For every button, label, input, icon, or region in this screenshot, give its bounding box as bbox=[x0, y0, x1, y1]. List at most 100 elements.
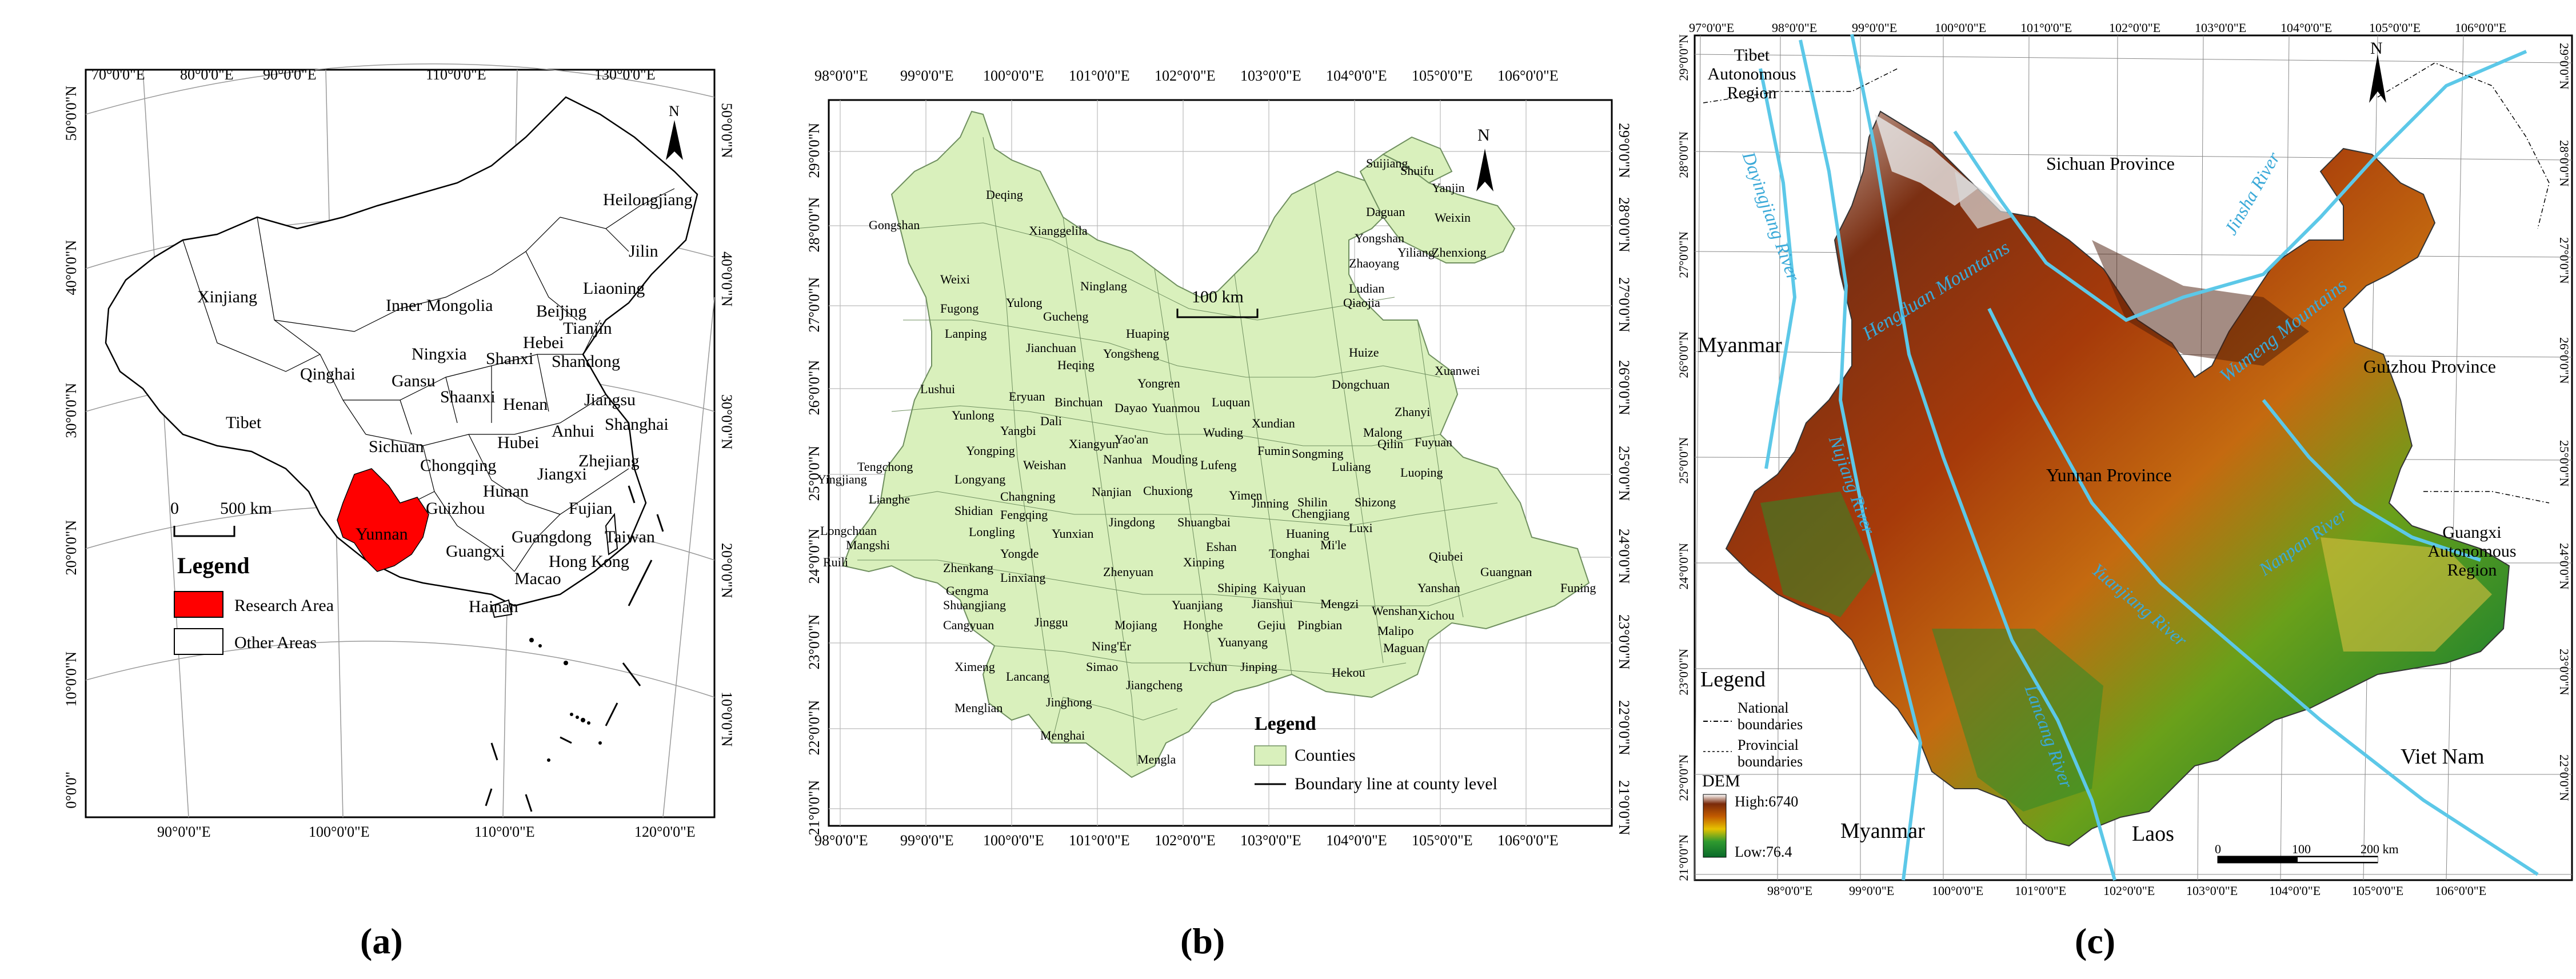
c-left-lat-5: 25°0'0"N bbox=[1676, 437, 1691, 484]
province-label: Xinjiang bbox=[197, 287, 257, 306]
county-label: Heqing bbox=[1057, 358, 1095, 372]
c-right-lat-3: 27°0'0"N bbox=[2557, 237, 2571, 284]
province-label: Ningxia bbox=[412, 345, 467, 363]
province-label: Macao bbox=[514, 569, 561, 588]
legend-other-swatch bbox=[174, 628, 223, 655]
county-label: Simao bbox=[1086, 660, 1119, 674]
county-label: Jianshui bbox=[1252, 597, 1293, 611]
c-bottom-lon-6: 102°0'0"E bbox=[2103, 884, 2155, 898]
b-left-lat-8: 22°0'0"N bbox=[806, 700, 822, 756]
county-label: Cangyuan bbox=[943, 618, 995, 632]
county-label: Songming bbox=[1292, 446, 1344, 461]
county-label: Dongchuan bbox=[1332, 377, 1390, 391]
region-guizhou: Guizhou Province bbox=[2363, 356, 2496, 377]
county-label: Jinning bbox=[1252, 496, 1289, 510]
river-nujiang bbox=[1799, 39, 1923, 881]
b-bottom-lon-5: 102°0'0"E bbox=[1155, 832, 1216, 849]
panel-b: 98°0'0"E 99°0'0"E 100°0'0"E 101°0'0"E 10… bbox=[743, 0, 1635, 979]
province-label: Henan bbox=[503, 395, 548, 414]
county-label: Fugong bbox=[940, 301, 979, 315]
b-bottom-lon-7: 104°0'0"E bbox=[1326, 832, 1387, 849]
county-label: Xiangyun bbox=[1069, 437, 1119, 451]
county-label: Shizong bbox=[1355, 495, 1396, 509]
county-label: Yongde bbox=[1000, 546, 1039, 561]
county-label: Longling bbox=[969, 525, 1015, 539]
county-label: Zhanyi bbox=[1395, 405, 1431, 419]
c-bottom-lon-5: 101°0'0"E bbox=[2015, 884, 2067, 898]
caption-b: (b) bbox=[1180, 921, 1225, 961]
province-label: Inner Mongolia bbox=[386, 296, 493, 315]
b-top-lon-3: 100°0'0"E bbox=[983, 67, 1044, 84]
c-top-lon-5: 101°0'0"E bbox=[2020, 21, 2072, 35]
scale-bar-a bbox=[173, 526, 235, 537]
county-label: Wenshan bbox=[1372, 604, 1418, 618]
county-label: Changning bbox=[1000, 489, 1056, 504]
b-top-lon-2: 99°0'0"E bbox=[900, 67, 954, 84]
c-left-lat-1: 29°0'0"N bbox=[1676, 34, 1691, 81]
legend-counties-label: Counties bbox=[1295, 746, 1356, 765]
county-label: Lufeng bbox=[1200, 458, 1237, 472]
county-label: Yongsheng bbox=[1103, 346, 1160, 361]
county-label: Lancang bbox=[1006, 669, 1049, 684]
c-top-lon-9: 105°0'0"E bbox=[2369, 21, 2421, 35]
b-left-lat-7: 23°0'0"N bbox=[806, 614, 822, 670]
north-arrow-a bbox=[666, 120, 683, 160]
a-top-lon-5: 130°0'0"E bbox=[594, 66, 656, 83]
c-left-lat-8: 22°0'0"N bbox=[1676, 754, 1691, 801]
province-label: Jilin bbox=[629, 242, 658, 261]
county-label: Mojiang bbox=[1115, 618, 1157, 632]
china-outline bbox=[105, 96, 698, 607]
county-label: Yunlong bbox=[952, 408, 995, 422]
province-label: Jiangxi bbox=[537, 465, 587, 483]
county-label: Kaiyuan bbox=[1263, 581, 1306, 595]
north-label-c: N bbox=[2370, 39, 2383, 58]
legend-title-b: Legend bbox=[1255, 713, 1316, 734]
county-label: Gucheng bbox=[1043, 309, 1089, 323]
province-label: Shandong bbox=[552, 352, 620, 371]
b-right-lat-2: 28°0'0"N bbox=[1616, 197, 1632, 253]
c-top-lon-2: 98°0'0"E bbox=[1772, 21, 1818, 35]
b-right-lat-9: 21°0'0"N bbox=[1616, 780, 1632, 836]
legend-provincial-label: Provincial boundaries bbox=[1738, 737, 1803, 770]
a-top-lon-1: 70°0'0"E bbox=[91, 66, 145, 83]
province-label: Qinghai bbox=[300, 365, 356, 383]
county-label: Daguan bbox=[1366, 205, 1405, 219]
county-label: Fuyuan bbox=[1415, 435, 1452, 449]
county-label: Weishan bbox=[1023, 458, 1067, 472]
county-label: Luoping bbox=[1400, 465, 1443, 479]
b-top-lon-8: 105°0'0"E bbox=[1412, 67, 1473, 84]
county-label: Qilin bbox=[1377, 437, 1404, 451]
county-label: Yao'an bbox=[1115, 432, 1149, 446]
north-label-a: N bbox=[669, 103, 680, 119]
a-left-lat-2: 40°0'0"N bbox=[63, 240, 79, 295]
province-label: Fujian bbox=[569, 499, 613, 518]
c-bottom-lon-9: 105°0'0"E bbox=[2352, 884, 2404, 898]
province-label: Hebei bbox=[523, 333, 564, 352]
county-label: Dayao bbox=[1115, 401, 1148, 415]
province-label: Tianjin bbox=[563, 319, 612, 338]
b-top-lon-5: 102°0'0"E bbox=[1155, 67, 1216, 84]
dem-terrain bbox=[1725, 110, 2510, 847]
c-right-lat-6: 24°0'0"N bbox=[2557, 543, 2571, 590]
county-label: Yimen bbox=[1229, 488, 1263, 502]
c-left-lat-7: 23°0'0"N bbox=[1676, 649, 1691, 696]
county-label: Tonghai bbox=[1269, 546, 1310, 561]
county-label: Jiangcheng bbox=[1126, 678, 1183, 692]
a-left-lat-3: 30°0'0"N bbox=[63, 383, 79, 438]
county-label: Menghai bbox=[1040, 728, 1085, 742]
county-label: Tengchong bbox=[857, 459, 913, 474]
b-top-lon-4: 101°0'0"E bbox=[1069, 67, 1130, 84]
county-label: Yuanyang bbox=[1217, 635, 1268, 649]
north-label-b: N bbox=[1477, 126, 1490, 145]
province-label: Hainan bbox=[469, 597, 518, 616]
county-label: Gejiu bbox=[1257, 618, 1285, 632]
county-label: Jinping bbox=[1240, 660, 1277, 674]
county-label: Shuangjiang bbox=[943, 598, 1006, 612]
province-label: Guangdong bbox=[512, 528, 592, 546]
a-left-lat-5: 10°0'0"N bbox=[63, 652, 79, 707]
county-label: Chengjiang bbox=[1292, 506, 1350, 521]
a-right-lat-5: 10°0'0"N bbox=[718, 692, 735, 747]
county-label: Xundian bbox=[1252, 416, 1295, 430]
c-top-lon-3: 99°0'0"E bbox=[1852, 21, 1898, 35]
c-top-lon-1: 97°0'0"E bbox=[1689, 21, 1735, 35]
